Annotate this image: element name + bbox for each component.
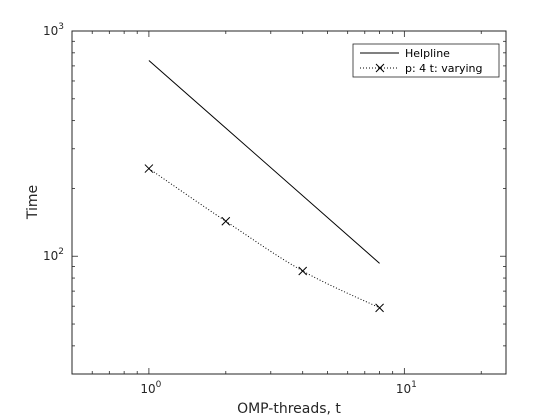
x-marker-stroke (298, 266, 308, 276)
series-line-helpline (148, 60, 380, 264)
legend-label-p4-varying: p: 4 t: varying (405, 62, 483, 75)
data-point-marker (298, 266, 308, 276)
y-axis-label: Time (25, 185, 41, 220)
series-lines (148, 60, 380, 309)
plot-area (71, 30, 507, 375)
data-point-marker (144, 164, 154, 173)
tick-labels: 100 101 102 103 (43, 22, 417, 396)
legend-box (352, 43, 500, 78)
x-marker-stroke (375, 63, 385, 73)
legend-marker-p4-varying (375, 63, 385, 73)
legend-x-marker (375, 63, 385, 73)
x-tick-label: 101 (396, 380, 417, 396)
data-point-marker (221, 216, 231, 226)
x-marker-stroke (375, 303, 384, 313)
x-axis-label: OMP-threads, t (237, 401, 341, 417)
axis-ticks (71, 30, 506, 375)
x-marker-stroke (144, 164, 154, 173)
y-tick-label: 103 (43, 22, 64, 38)
legend: Helpline p: 4 t: varying (352, 43, 500, 78)
y-tick-label: 102 (43, 247, 64, 263)
legend-label-helpline: Helpline (405, 47, 450, 60)
series-markers (144, 164, 384, 313)
x-marker-stroke (221, 216, 231, 226)
data-point-marker (375, 303, 384, 313)
x-tick-label: 100 (140, 380, 161, 396)
